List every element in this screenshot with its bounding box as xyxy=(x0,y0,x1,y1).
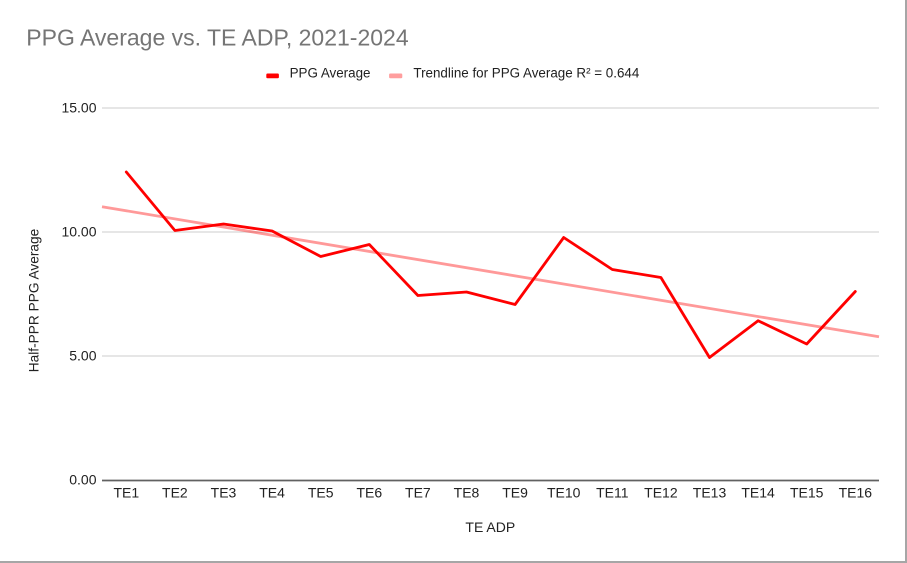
svg-text:15.00: 15.00 xyxy=(61,99,96,115)
svg-text:PPG Average: PPG Average xyxy=(290,66,371,81)
svg-text:10.00: 10.00 xyxy=(61,223,96,239)
svg-text:TE8: TE8 xyxy=(454,485,480,501)
svg-text:TE1: TE1 xyxy=(113,485,139,501)
svg-text:TE12: TE12 xyxy=(644,485,678,501)
svg-text:TE4: TE4 xyxy=(259,485,285,501)
svg-text:TE5: TE5 xyxy=(308,485,334,501)
svg-text:TE2: TE2 xyxy=(162,485,188,501)
svg-text:0.00: 0.00 xyxy=(69,471,96,487)
svg-text:TE16: TE16 xyxy=(839,485,873,501)
svg-text:TE9: TE9 xyxy=(502,485,528,501)
svg-text:5.00: 5.00 xyxy=(69,347,96,363)
svg-text:Half-PPR PPG Average: Half-PPR PPG Average xyxy=(27,229,42,373)
svg-text:TE13: TE13 xyxy=(693,485,727,501)
svg-text:TE7: TE7 xyxy=(405,485,431,501)
svg-text:TE15: TE15 xyxy=(790,485,824,501)
svg-text:PPG Average vs. TE ADP, 2021-2: PPG Average vs. TE ADP, 2021-2024 xyxy=(26,25,409,51)
svg-text:TE14: TE14 xyxy=(741,485,775,501)
svg-text:TE11: TE11 xyxy=(596,485,629,501)
svg-text:Trendline for PPG Average R² =: Trendline for PPG Average R² = 0.644 xyxy=(413,66,639,81)
svg-text:TE ADP: TE ADP xyxy=(465,519,515,535)
svg-text:TE3: TE3 xyxy=(211,485,237,501)
svg-text:TE6: TE6 xyxy=(356,485,382,501)
svg-text:TE10: TE10 xyxy=(547,485,581,501)
